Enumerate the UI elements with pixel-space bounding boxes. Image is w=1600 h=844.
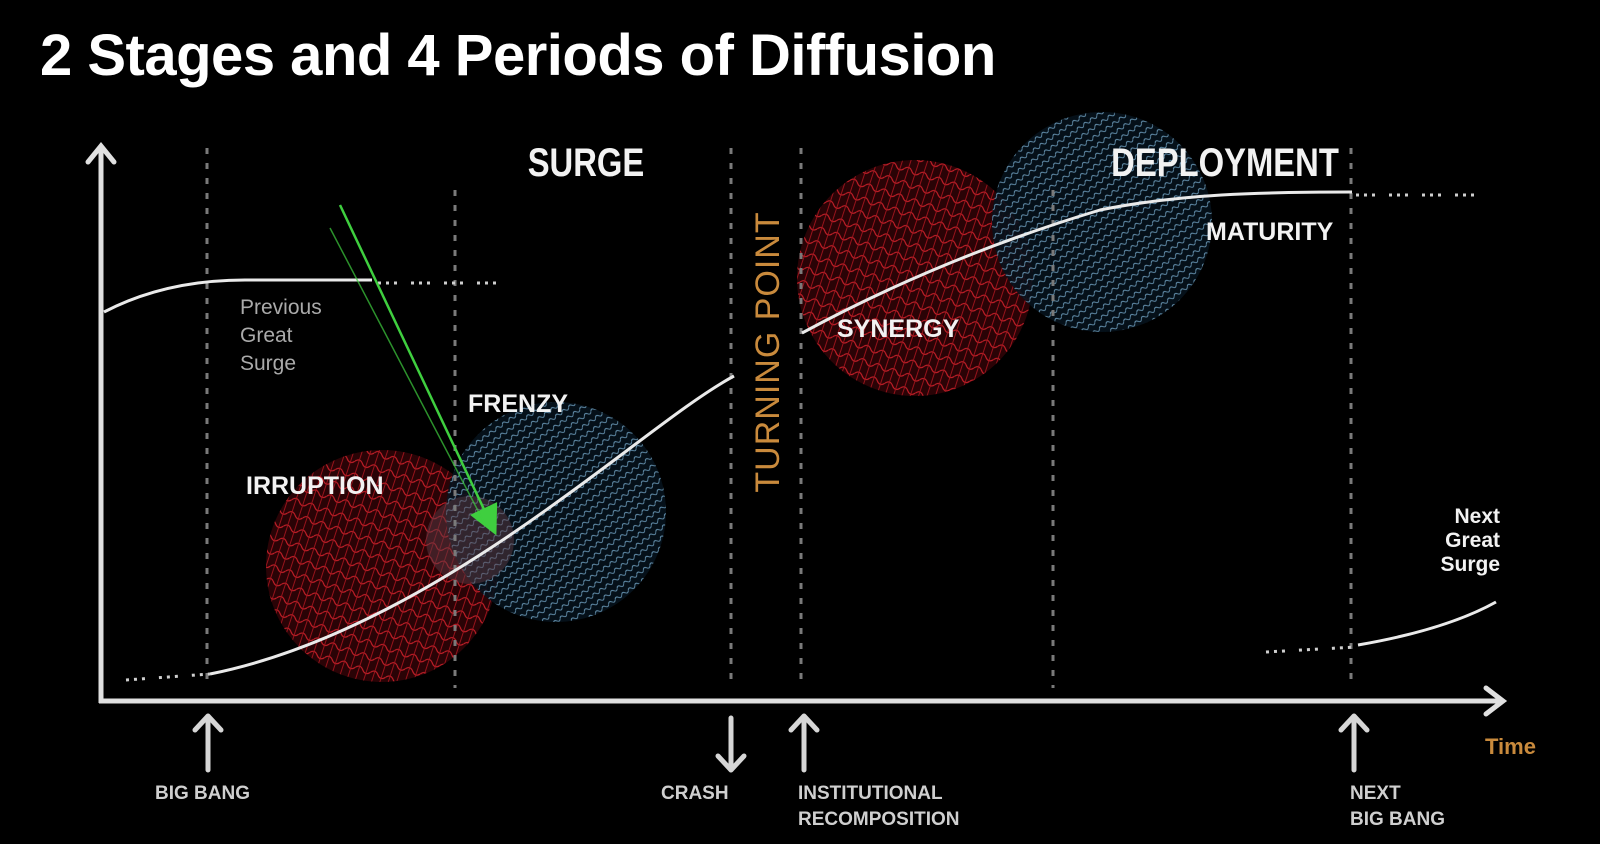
page-title: 2 Stages and 4 Periods of Diffusion bbox=[40, 23, 996, 88]
period-synergy-label: SYNERGY bbox=[837, 315, 960, 343]
surge-dotted-start bbox=[125, 672, 211, 682]
y-axis-arrowhead bbox=[85, 142, 117, 165]
surge-curve bbox=[209, 374, 735, 676]
period-frenzy-label: FRENZY bbox=[468, 390, 568, 418]
period-maturity-label: MATURITY bbox=[1206, 218, 1334, 246]
stage-surge-label: SURGE bbox=[528, 140, 645, 185]
crash-label: CRASH bbox=[661, 783, 729, 804]
institutional-arrow bbox=[788, 713, 820, 773]
stage-deployment-label: DEPLOYMENT bbox=[1111, 140, 1339, 185]
time-axis-label: Time bbox=[1485, 734, 1536, 759]
next-big-bang-arrow bbox=[1338, 713, 1370, 773]
next-big-bang-label-line-1: NEXT bbox=[1350, 783, 1401, 804]
next-surge-line-2: Great bbox=[1445, 529, 1500, 552]
period-irruption-label: IRRUPTION bbox=[246, 472, 384, 500]
next-surge-line-1: Next bbox=[1454, 505, 1500, 528]
big-bang-arrow bbox=[192, 713, 224, 773]
previous-surge-curve bbox=[103, 278, 372, 314]
previous-surge-line-2: Great bbox=[240, 324, 293, 347]
maturity-mesh bbox=[992, 112, 1212, 332]
next-surge-line-3: Surge bbox=[1440, 553, 1500, 576]
deployment-curve bbox=[801, 190, 1353, 335]
institutional-label-line-2: RECOMPOSITION bbox=[798, 809, 960, 830]
next-big-bang-label-line-2: BIG BANG bbox=[1350, 809, 1445, 830]
next-surge-curve bbox=[1357, 600, 1497, 647]
crash-arrow bbox=[715, 715, 747, 773]
period-dividers bbox=[205, 148, 1353, 688]
big-bang-label: BIG BANG bbox=[155, 783, 250, 804]
annotation-arrow-secondary bbox=[329, 227, 487, 527]
previous-surge-line-3: Surge bbox=[240, 352, 296, 375]
turning-point-label: TURNING POINT bbox=[749, 211, 787, 492]
next-surge-dotted-start bbox=[1265, 645, 1357, 654]
annotation-arrow bbox=[338, 204, 498, 536]
x-axis-arrowhead bbox=[1483, 685, 1508, 717]
institutional-label-line-1: INSTITUTIONAL bbox=[798, 783, 943, 804]
previous-surge-line-1: Previous bbox=[240, 296, 322, 319]
